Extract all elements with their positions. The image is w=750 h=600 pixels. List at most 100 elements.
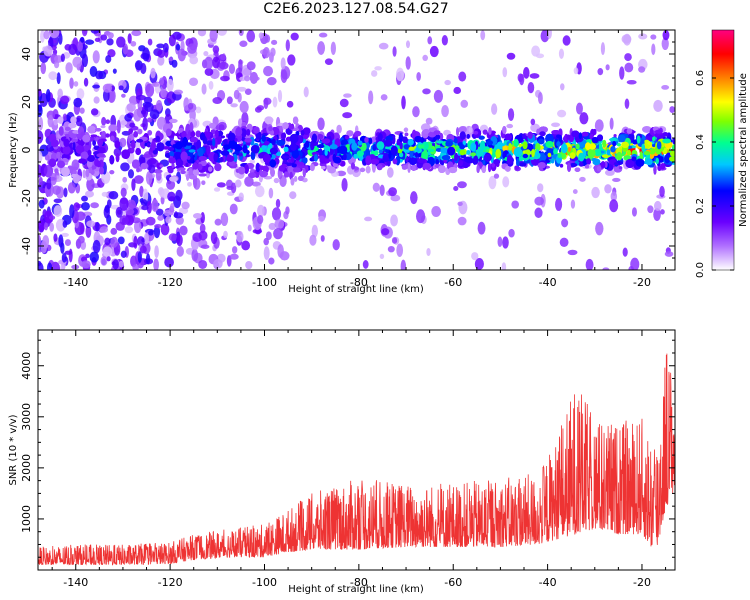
heatmap-cell xyxy=(653,208,661,221)
heatmap-cell xyxy=(376,163,383,171)
heatmap-cell xyxy=(318,148,323,157)
heatmap-cell xyxy=(397,148,403,154)
heatmap-cell xyxy=(305,140,310,148)
heatmap-cell xyxy=(68,122,77,129)
heatmap-cell xyxy=(175,160,182,166)
heatmap-cell xyxy=(556,141,561,147)
heatmap-cell xyxy=(459,144,465,150)
heatmap-cell xyxy=(119,215,129,226)
heatmap-cell xyxy=(557,153,562,159)
heatmap-cell xyxy=(453,86,462,95)
heatmap-cell xyxy=(617,143,621,147)
heatmap-cell xyxy=(271,207,282,221)
heatmap-cell xyxy=(213,259,223,269)
heatmap-cell xyxy=(78,158,87,164)
heatmap-cell xyxy=(408,146,415,151)
heatmap-cell xyxy=(277,244,284,258)
heatmap-cell xyxy=(482,129,488,135)
heatmap-cell xyxy=(630,257,640,270)
heatmap-cell xyxy=(597,68,604,76)
heatmap-cell xyxy=(94,37,101,42)
heatmap-cell xyxy=(85,253,90,259)
heatmap-cell xyxy=(220,150,230,156)
heatmap-cell xyxy=(115,153,120,163)
heatmap-cell xyxy=(502,67,508,78)
heatmap-cell xyxy=(579,176,586,182)
heatmap-cell xyxy=(401,95,406,110)
heatmap-cell xyxy=(251,181,261,187)
heatmap-cell xyxy=(474,258,484,270)
heatmap-cell xyxy=(653,99,663,112)
heatmap-cell xyxy=(643,150,651,156)
heatmap-cell xyxy=(57,116,64,124)
heatmap-cell xyxy=(50,139,59,148)
heatmap-cell xyxy=(506,52,516,60)
heatmap-cell xyxy=(110,135,115,142)
heatmap-cell xyxy=(238,118,243,127)
heatmap-cell xyxy=(441,104,449,118)
heatmap-cell xyxy=(273,228,283,240)
heatmap-cell xyxy=(125,207,135,216)
heatmap-cell xyxy=(396,243,404,258)
heatmap-cell xyxy=(604,169,615,176)
heatmap-cell xyxy=(453,186,459,192)
heatmap-cell xyxy=(569,152,576,159)
heatmap-cell xyxy=(106,256,111,262)
heatmap-cell xyxy=(324,58,333,65)
heatmap-cell xyxy=(165,128,172,137)
heatmap-cell xyxy=(61,252,67,263)
heatmap-cell xyxy=(459,149,466,156)
heatmap-cell xyxy=(271,138,276,146)
heatmap-cell xyxy=(392,46,397,57)
heatmap-cell xyxy=(105,133,110,138)
heatmap-cell xyxy=(46,178,52,190)
heatmap-cell xyxy=(263,237,269,246)
heatmap-cell xyxy=(180,151,188,161)
heatmap-cell xyxy=(43,30,50,40)
heatmap-cell xyxy=(227,132,236,141)
heatmap-cell xyxy=(85,169,90,178)
heatmap-cell xyxy=(238,192,244,201)
heatmap-cell xyxy=(491,103,498,115)
heatmap-cell xyxy=(493,158,501,165)
heatmap-cell xyxy=(181,201,190,210)
heatmap-cell xyxy=(122,176,128,183)
heatmap-cell xyxy=(292,116,299,125)
heatmap-cell xyxy=(516,157,520,168)
heatmap-cell xyxy=(518,162,527,167)
heatmap-cell xyxy=(155,208,164,216)
heatmap-cell xyxy=(216,182,226,188)
heatmap-cell xyxy=(182,136,188,147)
heatmap-cell xyxy=(513,147,523,158)
heatmap-cell xyxy=(495,148,502,159)
heatmap-cell xyxy=(287,54,296,66)
heatmap-cell xyxy=(253,126,260,134)
heatmap-cell xyxy=(102,83,113,93)
heatmap-cell xyxy=(427,148,435,152)
heatmap-cell xyxy=(206,145,211,156)
heatmap-cell xyxy=(297,124,303,133)
heatmap-cell xyxy=(468,126,473,133)
heatmap-cell xyxy=(643,160,649,164)
heatmap-cell xyxy=(128,135,133,139)
heatmap-cell xyxy=(313,146,319,152)
heatmap-cell xyxy=(372,143,377,152)
heatmap-cell xyxy=(624,53,632,62)
heatmap-cell xyxy=(457,201,463,206)
heatmap-cell xyxy=(271,39,278,46)
heatmap-cell xyxy=(50,172,57,186)
heatmap-cell xyxy=(181,130,187,139)
heatmap-cell xyxy=(535,142,541,152)
heatmap-cell xyxy=(177,48,186,62)
y-tick-label: -20 xyxy=(20,189,33,207)
heatmap-cell xyxy=(204,67,214,76)
heatmap-cell xyxy=(614,162,619,166)
y-tick-label: 40 xyxy=(20,47,33,61)
colorbar xyxy=(711,29,735,271)
heatmap-cell xyxy=(316,144,325,149)
heatmap-cell xyxy=(487,162,492,173)
heatmap-cell xyxy=(69,204,75,219)
heatmap-cell xyxy=(356,150,365,157)
heatmap-cell xyxy=(249,159,256,164)
heatmap-cell xyxy=(247,224,252,232)
